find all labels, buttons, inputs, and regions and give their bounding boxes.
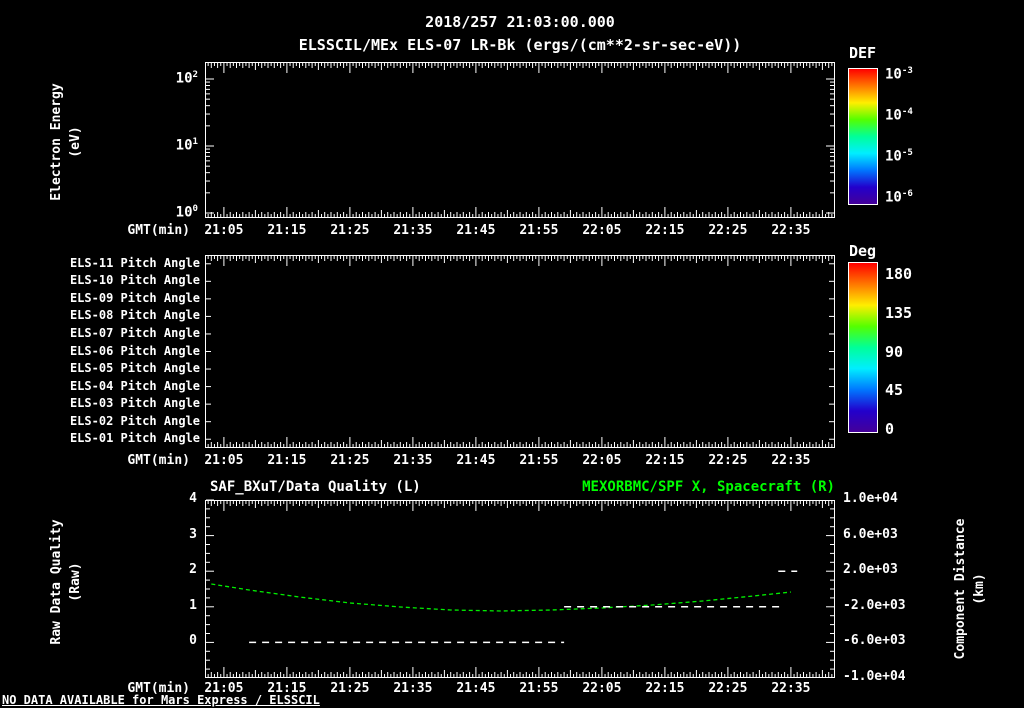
row-label: ELS-05 Pitch Angle (69, 361, 200, 376)
panel1-x-axis-title: GMT(min) (127, 223, 190, 238)
panel1-frame (205, 62, 835, 218)
right-y-tick-label: 2.0e+03 (843, 562, 898, 578)
x-tick-label: 21:45 (456, 223, 496, 238)
row-label: ELS-07 Pitch Angle (69, 325, 200, 340)
x-tick-label: 22:35 (771, 681, 811, 696)
left-y-tick-label: 0 (189, 633, 197, 649)
row-label: ELS-04 Pitch Angle (69, 378, 200, 393)
panel3-left-axis-title: Raw Data Quality (Raw) (49, 519, 83, 645)
left-y-tick-label: 4 (189, 491, 197, 506)
x-tick-label: 21:15 (267, 223, 307, 238)
row-label: ELS-02 Pitch Angle (69, 413, 200, 428)
x-tick-label: 21:25 (330, 681, 370, 696)
y-tick-label: 101 (175, 137, 198, 154)
x-tick-label: 22:25 (708, 681, 748, 696)
colorbar-tick-label: 10-6 (885, 189, 913, 206)
x-tick-label: 22:35 (771, 453, 811, 468)
def-colorbar (848, 68, 878, 205)
right-y-tick-label: -6.0e+03 (843, 633, 906, 649)
x-tick-label: 21:15 (267, 453, 307, 468)
panel1-y-axis-title: Electron Energy (eV) (49, 83, 83, 201)
x-tick-label: 21:45 (456, 681, 496, 696)
x-tick-label: 21:05 (204, 453, 244, 468)
row-label: ELS-01 Pitch Angle (69, 431, 200, 446)
colorbar-tick-label: 135 (885, 303, 913, 322)
x-tick-label: 21:05 (204, 681, 244, 696)
x-tick-label: 22:25 (708, 453, 748, 468)
x-tick-label: 22:05 (582, 453, 622, 468)
row-label: ELS-11 Pitch Angle (69, 255, 200, 270)
colorbar-tick-label: 10-4 (885, 107, 913, 124)
row-label: ELS-08 Pitch Angle (69, 308, 200, 323)
spacecraft-x-curve (211, 583, 791, 612)
x-tick-label: 21:25 (330, 223, 370, 238)
panel1-title: ELSSCIL/MEx ELS-07 LR-Bk (ergs/(cm**2-sr… (298, 36, 742, 54)
row-label: ELS-06 Pitch Angle (69, 343, 200, 358)
x-tick-label: 21:55 (519, 681, 559, 696)
colorbar-tick-label: 180 (885, 265, 913, 283)
colorbar-tick-label: 10-5 (885, 148, 913, 165)
x-tick-label: 21:45 (456, 453, 496, 468)
row-label: ELS-09 Pitch Angle (69, 290, 200, 305)
colorbar1-title: DEF (849, 44, 877, 62)
left-y-tick-label: 2 (189, 562, 197, 578)
panel2-frame (205, 255, 835, 448)
right-y-tick-label: -2.0e+03 (843, 597, 906, 613)
x-tick-label: 21:35 (393, 223, 433, 238)
x-tick-label: 22:25 (708, 223, 748, 238)
colorbar-tick-label: 45 (885, 381, 904, 400)
colorbar-tick-label: 0 (885, 420, 895, 438)
row-label: ELS-03 Pitch Angle (69, 396, 200, 411)
x-tick-label: 22:05 (582, 681, 622, 696)
right-y-tick-label: 6.0e+03 (843, 526, 898, 542)
row-label: ELS-10 Pitch Angle (69, 273, 200, 288)
x-tick-label: 21:25 (330, 453, 370, 468)
panel3-title-right: MEXORBMC/SPF X, Spacecraft (R) (582, 479, 835, 495)
colorbar2-title: Deg (849, 242, 877, 260)
x-tick-label: 21:35 (393, 681, 433, 696)
no-data-message: NO DATA AVAILABLE for Mars Express / ELS… (2, 693, 320, 707)
panel3-title-left: SAF_BXuT/Data Quality (L) (210, 479, 421, 495)
colorbar-tick-label: 90 (885, 342, 904, 361)
x-tick-label: 21:35 (393, 453, 433, 468)
y-tick-label: 102 (175, 70, 198, 87)
header-timestamp: 2018/257 21:03:00.000 (425, 13, 615, 31)
x-tick-label: 21:55 (519, 223, 559, 238)
y-tick-label: 100 (175, 204, 198, 221)
panel3-right-axis-title: Component Distance (km) (953, 518, 987, 660)
panel2-x-axis-title: GMT(min) (127, 453, 190, 468)
x-tick-label: 22:15 (645, 223, 685, 238)
deg-colorbar (848, 262, 878, 433)
x-tick-label: 21:05 (204, 223, 244, 238)
right-y-tick-label: -1.0e+04 (843, 669, 906, 684)
x-tick-label: 21:15 (267, 681, 307, 696)
left-y-tick-label: 3 (189, 526, 197, 542)
x-tick-label: 22:05 (582, 223, 622, 238)
x-tick-label: 22:15 (645, 681, 685, 696)
x-tick-label: 22:15 (645, 453, 685, 468)
panel3-x-axis-title: GMT(min) (127, 681, 190, 696)
left-y-tick-label: 1 (189, 597, 197, 613)
colorbar-tick-label: 10-3 (885, 66, 913, 83)
panel3-frame (205, 500, 835, 678)
x-tick-label: 22:35 (771, 223, 811, 238)
x-tick-label: 21:55 (519, 453, 559, 468)
right-y-tick-label: 1.0e+04 (843, 491, 898, 506)
